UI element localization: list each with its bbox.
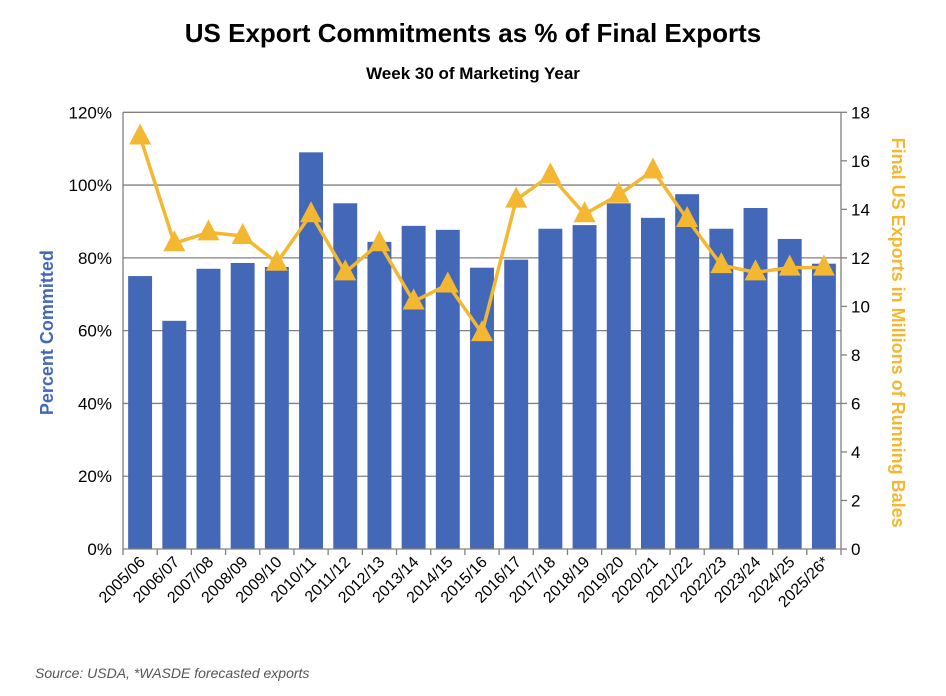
triangle-marker: [129, 123, 152, 145]
triangle-marker: [710, 252, 733, 274]
bar: [264, 266, 289, 549]
triangle-marker: [539, 162, 562, 184]
bar: [572, 225, 597, 549]
y-axis-right-title: Final US Exports in Millions of Running …: [888, 138, 908, 528]
triangle-marker: [197, 219, 220, 241]
y-tick-left: 40%: [78, 394, 112, 413]
y-tick-left: 100%: [69, 176, 112, 195]
bar: [538, 228, 563, 549]
triangle-marker: [744, 259, 767, 281]
triangle-marker: [778, 254, 801, 276]
y-tick-right: 6: [851, 394, 860, 413]
y-tick-right: 0: [851, 540, 860, 559]
bar: [401, 225, 426, 550]
y-tick-right: 10: [851, 297, 870, 316]
bar: [435, 229, 460, 549]
y-tick-right: 16: [851, 152, 870, 171]
chart-title: US Export Commitments as % of Final Expo…: [184, 18, 762, 48]
triangle-marker: [573, 201, 596, 223]
triangle-marker: [812, 254, 835, 276]
bar: [504, 259, 529, 549]
triangle-marker: [231, 223, 254, 245]
triangle-marker: [300, 201, 323, 223]
bar: [333, 203, 358, 549]
bar: [470, 267, 494, 549]
triangle-marker: [163, 230, 186, 252]
triangle-marker: [505, 186, 528, 208]
triangle-marker: [436, 271, 459, 293]
y-tick-right: 14: [851, 200, 870, 219]
chart-subtitle: Week 30 of Marketing Year: [366, 64, 580, 83]
y-tick-right: 12: [851, 249, 870, 268]
triangle-marker: [607, 181, 630, 203]
bar: [743, 208, 768, 550]
triangle-marker: [334, 259, 357, 281]
bar: [709, 228, 734, 549]
y-tick-right: 8: [851, 346, 860, 365]
bar: [675, 194, 700, 549]
triangle-marker: [676, 206, 699, 228]
bar: [640, 217, 665, 550]
bar: [777, 238, 802, 549]
triangle-marker: [368, 230, 391, 252]
bar: [811, 263, 836, 549]
triangle-marker: [265, 249, 288, 271]
y-tick-left: 60%: [78, 322, 112, 341]
bar: [606, 203, 631, 549]
bar: [230, 262, 255, 549]
y-tick-left: 120%: [69, 103, 112, 122]
triangle-marker: [402, 288, 425, 310]
bar: [196, 268, 221, 549]
y-axis-left-title: Percent Committed: [37, 250, 57, 415]
bar: [128, 276, 153, 549]
triangle-marker: [471, 320, 493, 342]
bar: [299, 152, 324, 550]
source-note: Source: USDA, *WASDE forecasted exports: [35, 665, 310, 681]
y-tick-right: 4: [851, 443, 860, 462]
bar: [367, 241, 392, 549]
y-tick-right: 18: [851, 103, 870, 122]
y-tick-right: 2: [851, 491, 860, 510]
y-tick-left: 0%: [87, 540, 112, 559]
y-tick-left: 20%: [78, 467, 112, 486]
y-tick-left: 80%: [78, 249, 112, 268]
triangle-marker: [641, 157, 664, 179]
bar: [162, 320, 187, 549]
